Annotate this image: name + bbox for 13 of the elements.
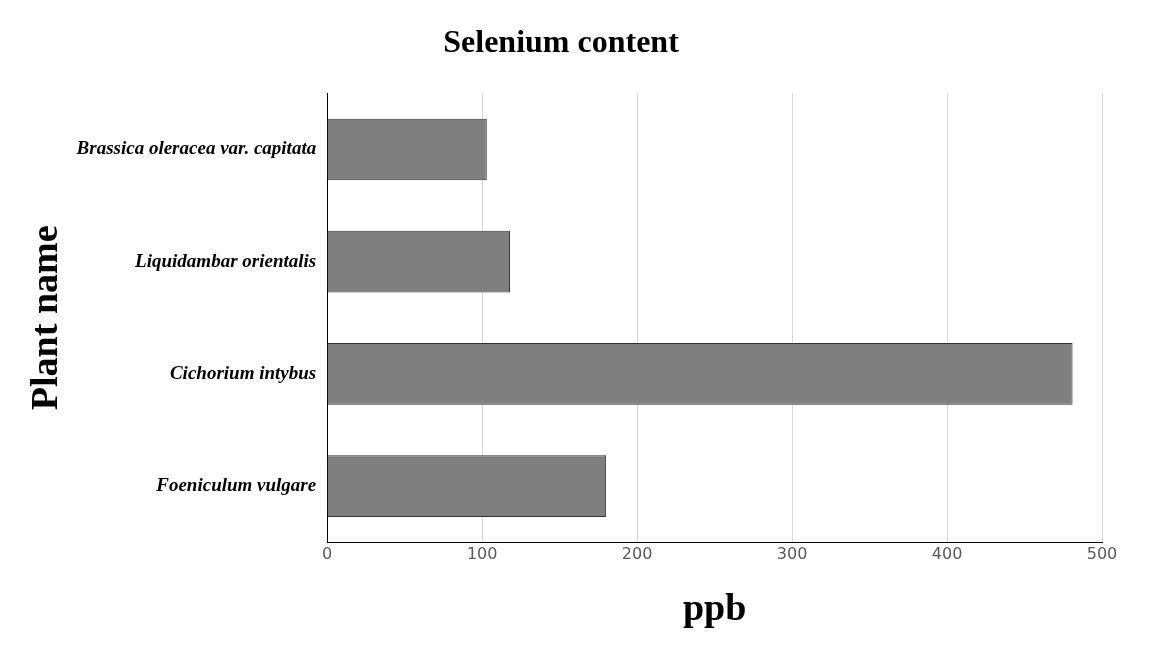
y-tick-label: Brassica oleracea var. capitata [75, 137, 317, 159]
x-tick-label: 200 [621, 543, 653, 563]
chart-title: Selenium content [443, 23, 680, 60]
x-tick-label: 0 [322, 543, 333, 563]
x-tick-label: 100 [466, 543, 498, 563]
x-tick-label: 500 [1086, 543, 1118, 563]
y-axis-title: Plant name [22, 225, 65, 411]
y-tick-label: Liquidambar orientalis [134, 249, 317, 271]
x-axis-title: ppb [682, 586, 747, 629]
x-tick-label: 300 [776, 543, 808, 563]
y-tick-label: Cichorium intybus [169, 361, 317, 383]
x-tick-label: 400 [931, 543, 963, 563]
y-tick-label: Foeniculum vulgare [155, 474, 317, 496]
